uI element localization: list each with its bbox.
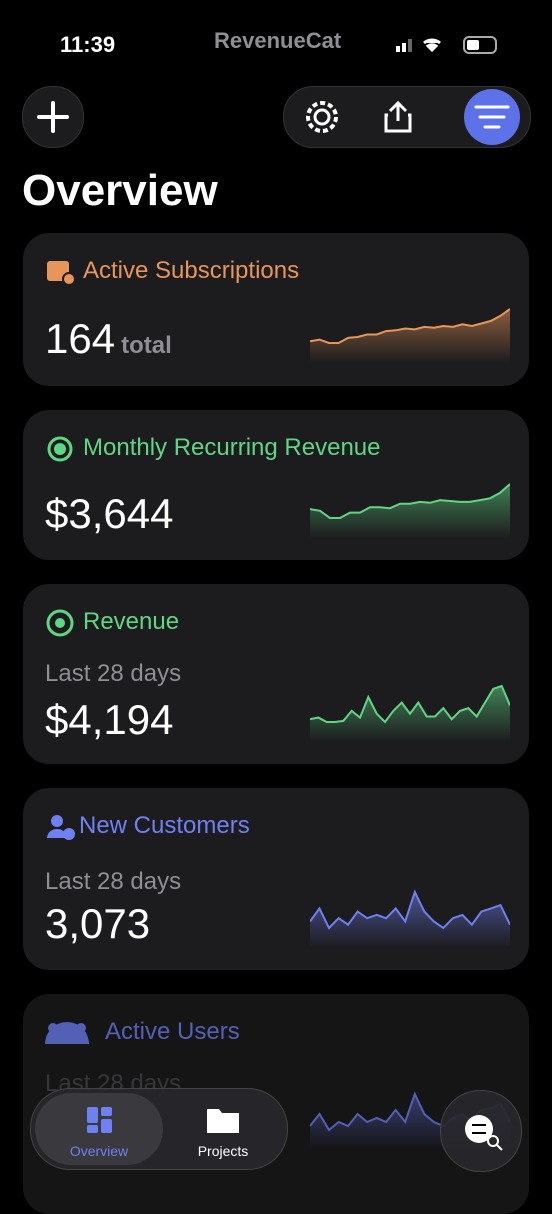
- card-subtitle: Last 28 days: [45, 660, 182, 687]
- page-title: Overview: [22, 166, 218, 215]
- sparkline: [310, 889, 510, 948]
- sparkline-area: [310, 892, 510, 948]
- tab-label: Overview: [69, 1143, 129, 1159]
- card-unit: total: [121, 332, 172, 359]
- card-value: $3,644: [45, 490, 174, 537]
- sparkline-line: [310, 889, 510, 930]
- sparkline-area: [310, 484, 510, 538]
- card-icon: [45, 1022, 89, 1044]
- card-value-row: 164 total: [45, 315, 172, 363]
- metric-card[interactable]: Revenue Last 28 days $4,194: [23, 584, 529, 764]
- card-value: 3,073: [45, 900, 151, 947]
- card-subtitle: Last 28 days: [45, 868, 182, 895]
- tab-overview[interactable]: Overview: [35, 1093, 163, 1165]
- sparkline: [310, 308, 510, 363]
- card-icon: [47, 261, 76, 286]
- tab-label: Projects: [197, 1143, 249, 1159]
- card-icon: [47, 436, 73, 462]
- search-button[interactable]: [440, 1090, 522, 1172]
- settings-button[interactable]: [306, 101, 338, 133]
- card-title: Monthly Recurring Revenue: [83, 434, 381, 461]
- card-title: Revenue: [83, 608, 180, 635]
- card-title: Active Subscriptions: [83, 257, 300, 284]
- sparkline: [310, 684, 510, 742]
- status-icons: [396, 36, 497, 54]
- add-button[interactable]: [22, 86, 84, 148]
- card-icon: [47, 815, 75, 840]
- sparkline-line: [310, 684, 510, 724]
- card-value: 164: [45, 315, 116, 362]
- metric-card[interactable]: New Customers Last 28 days 3,073: [23, 788, 529, 970]
- toolbar: [283, 86, 531, 148]
- card-value: $4,194: [45, 696, 174, 743]
- tab-projects[interactable]: Projects: [163, 1093, 283, 1165]
- sparkline: [310, 483, 510, 538]
- brand: RevenueCat: [214, 28, 342, 53]
- sparkline-line: [310, 308, 510, 344]
- card-value-row: $3,644: [45, 490, 173, 538]
- filter-button[interactable]: [464, 89, 520, 145]
- card-value-row: 3,073: [45, 900, 150, 948]
- metric-card[interactable]: Monthly Recurring Revenue $3,644: [23, 410, 529, 560]
- card-icon: [46, 609, 74, 637]
- share-button[interactable]: [384, 100, 412, 133]
- tab-bar: Overview Projects: [30, 1088, 288, 1170]
- card-title: Active Users: [105, 1018, 240, 1045]
- metric-card[interactable]: Active Subscriptions 164 total: [23, 233, 529, 386]
- card-value-row: $4,194: [45, 696, 173, 744]
- card-title: New Customers: [79, 812, 250, 839]
- sparkline-area: [310, 309, 510, 363]
- sparkline-line: [310, 483, 510, 519]
- clock: 11:39: [60, 32, 116, 57]
